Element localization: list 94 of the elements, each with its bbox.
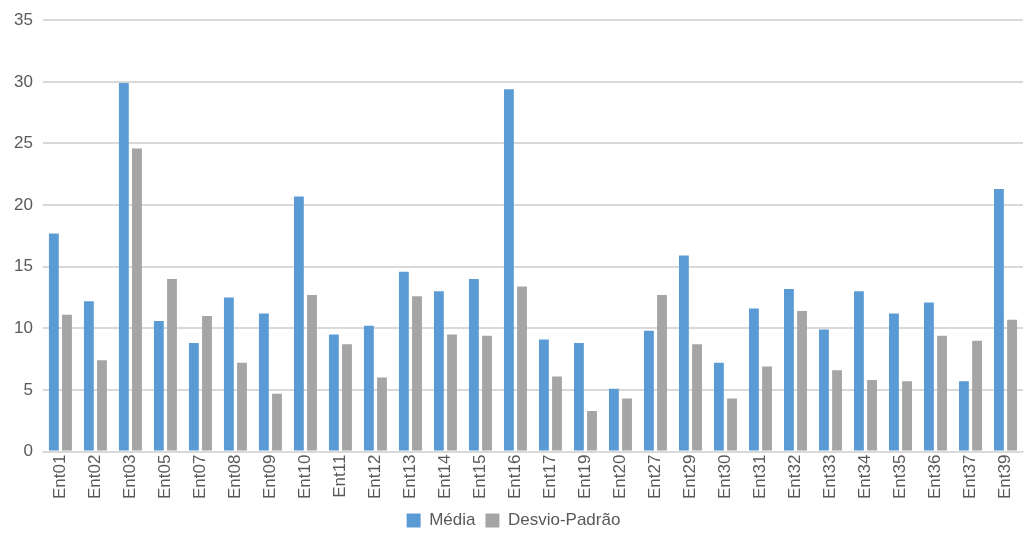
bar	[83, 301, 94, 451]
legend-label: Desvio-Padrão	[507, 510, 621, 530]
x-tick-label: Ent36	[925, 454, 945, 500]
x-tick-label: Ent34	[855, 454, 875, 500]
bar	[1007, 319, 1017, 451]
bar	[62, 314, 72, 451]
bar	[447, 334, 457, 451]
bar	[762, 366, 772, 451]
bar	[902, 381, 912, 451]
x-tick-label: Ent35	[890, 454, 910, 500]
x-tick-label: Ent31	[750, 454, 770, 500]
bar	[994, 189, 1004, 451]
bar	[153, 320, 164, 451]
y-tick-label: 20	[13, 194, 33, 214]
x-tick-label: Ent20	[610, 454, 630, 500]
y-tick-label: 30	[13, 71, 33, 91]
bar	[538, 339, 549, 451]
bar	[924, 302, 934, 451]
bar	[832, 370, 842, 451]
bar	[377, 377, 387, 451]
bar	[867, 380, 877, 451]
bar	[307, 295, 317, 451]
legend-label: Média	[429, 510, 476, 530]
y-tick-label: 25	[13, 133, 33, 153]
bar	[412, 296, 422, 451]
x-tick-label: Ent33	[820, 454, 840, 500]
x-tick-label: Ent15	[470, 454, 490, 500]
y-tick-label: 0	[23, 441, 33, 461]
x-tick-label: Ent19	[575, 454, 595, 500]
bar	[889, 313, 899, 451]
y-tick-label: 5	[23, 379, 33, 399]
bar	[783, 288, 794, 451]
bar	[797, 311, 807, 451]
bar	[223, 297, 234, 451]
bar	[202, 316, 212, 451]
bar	[237, 362, 247, 451]
bar	[132, 148, 142, 451]
y-tick-label: 35	[13, 9, 33, 29]
bar	[468, 279, 479, 451]
bar	[643, 330, 654, 451]
bar	[959, 381, 969, 451]
y-tick-label: 10	[13, 318, 33, 338]
bar	[167, 279, 177, 451]
x-tick-label: Ent16	[505, 454, 525, 500]
bar	[972, 340, 982, 451]
bar	[48, 233, 59, 451]
x-tick-label: Ent07	[190, 454, 210, 500]
bar	[503, 89, 514, 451]
x-tick-label: Ent17	[540, 454, 560, 500]
bar	[678, 255, 689, 451]
x-tick-label: Ent32	[785, 454, 805, 500]
x-tick-label: Ent30	[715, 454, 735, 500]
x-tick-label: Ent13	[400, 454, 420, 500]
bar	[398, 271, 409, 451]
x-tick-label: Ent27	[645, 454, 665, 500]
bar	[363, 325, 374, 451]
bar	[552, 376, 562, 451]
x-tick-label: Ent29	[680, 454, 700, 500]
x-tick-label: Ent37	[960, 454, 980, 500]
bar	[608, 388, 619, 451]
x-tick-label: Ent10	[295, 454, 315, 500]
x-tick-label: Ent08	[225, 454, 245, 500]
bar	[517, 286, 527, 451]
x-tick-label: Ent12	[365, 454, 385, 500]
bar	[433, 291, 444, 451]
bar	[293, 196, 304, 451]
bar	[118, 83, 129, 451]
y-tick-label: 15	[13, 256, 33, 276]
bar	[587, 410, 597, 451]
x-tick-label: Ent14	[435, 454, 455, 500]
bar	[713, 362, 724, 451]
bar	[819, 329, 829, 451]
x-tick-label: Ent03	[120, 454, 140, 500]
x-tick-label: Ent01	[50, 454, 70, 500]
bar	[937, 335, 947, 451]
bar	[692, 344, 702, 451]
bar	[657, 295, 667, 451]
bar	[482, 335, 492, 451]
bar	[272, 393, 282, 451]
x-tick-label: Ent05	[155, 454, 175, 500]
bar	[342, 344, 352, 451]
bar	[188, 343, 199, 451]
bar	[328, 334, 339, 451]
x-tick-label: Ent11	[330, 454, 350, 498]
bar	[748, 308, 759, 451]
bar	[622, 398, 632, 451]
bar	[97, 360, 107, 451]
x-tick-label: Ent39	[995, 454, 1015, 500]
bar	[854, 291, 864, 451]
bar	[573, 343, 584, 451]
x-tick-label: Ent02	[85, 454, 105, 500]
bar	[258, 313, 269, 451]
bar	[727, 398, 737, 451]
x-tick-label: Ent09	[260, 454, 280, 500]
